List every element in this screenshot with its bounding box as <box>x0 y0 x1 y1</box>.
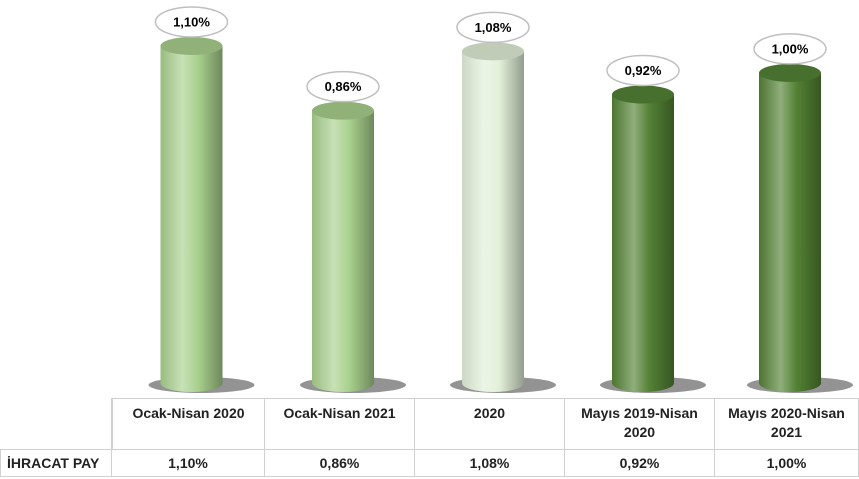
bar <box>462 51 524 392</box>
category-header: Mayıs 2020-Nisan 2021 <box>715 398 859 450</box>
bar <box>759 72 821 392</box>
data-label-bubble <box>154 6 229 38</box>
table-value: 0,92% <box>565 450 715 477</box>
bar-top <box>462 42 524 61</box>
bar <box>160 45 223 393</box>
bar-top <box>160 36 223 55</box>
data-label-bubble <box>456 11 530 44</box>
category-header: Ocak-Nisan 2020 <box>112 398 265 450</box>
category-header: 2020 <box>415 398 565 450</box>
table-value: 1,08% <box>415 450 565 477</box>
bar-top <box>759 63 821 82</box>
row-header: İHRACAT PAY <box>0 450 112 477</box>
chart: 1,10% 0,86% 1,08% 0,92% 1,00% <box>148 6 853 393</box>
table-value: 0,86% <box>265 450 415 477</box>
bar-top <box>312 101 374 120</box>
table-corner <box>0 398 112 450</box>
data-label: 1,10% <box>173 14 210 29</box>
table-top-border <box>112 398 859 399</box>
bar-top <box>612 85 674 104</box>
data-label-bubble <box>753 33 827 65</box>
category-header: Mayıs 2019-Nisan 2020 <box>565 398 715 450</box>
data-label-bubble <box>606 54 680 87</box>
data-label: 1,00% <box>772 41 809 56</box>
bar <box>612 94 674 392</box>
data-label: 0,86% <box>325 79 362 94</box>
data-label-bubble <box>306 70 380 103</box>
data-label: 0,92% <box>625 63 662 78</box>
data-label: 1,08% <box>475 20 512 35</box>
table-value: 1,00% <box>715 450 859 477</box>
category-header: Ocak-Nisan 2021 <box>265 398 415 450</box>
table-value: 1,10% <box>112 450 265 477</box>
bar <box>312 110 374 392</box>
